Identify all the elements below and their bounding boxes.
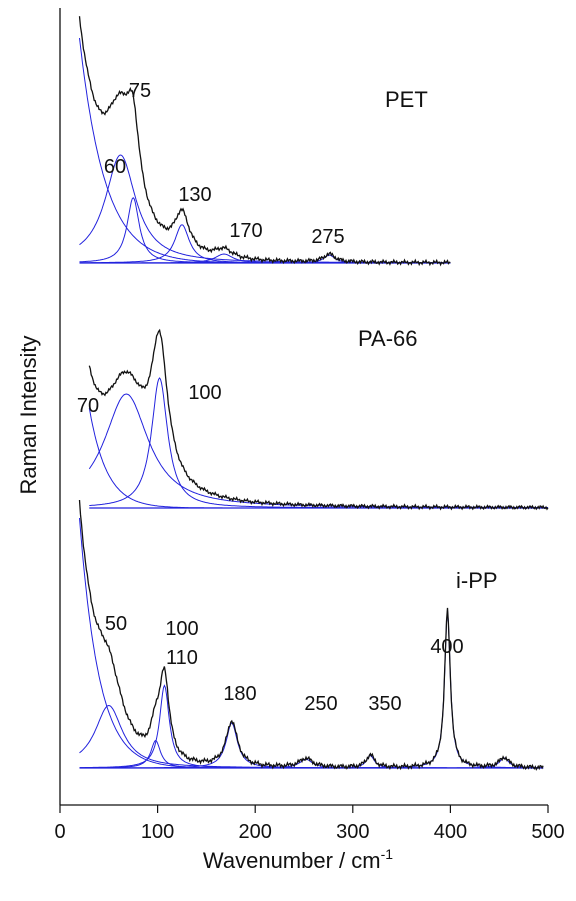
fit-peak-component <box>79 757 544 769</box>
peak-label: 70 <box>77 395 99 417</box>
measured-spectrum <box>78 16 451 267</box>
x-axis-label-superscript: -1 <box>381 846 394 862</box>
peak-label: 100 <box>188 382 221 404</box>
sample-name: i-PP <box>456 568 498 593</box>
x-tick-label: 300 <box>336 821 369 843</box>
y-axis-label: Raman Intensity <box>16 336 41 495</box>
x-tick-label: 100 <box>141 821 174 843</box>
peak-label: 75 <box>129 80 151 102</box>
x-tick-label: 400 <box>434 821 467 843</box>
fit-peak-component <box>79 154 451 264</box>
sample-name: PET <box>385 87 428 112</box>
peak-label: 110 <box>166 647 198 669</box>
peak-label: 170 <box>229 220 262 242</box>
x-ticks <box>59 805 549 813</box>
x-tick-label: 0 <box>54 821 65 843</box>
fit-decay-component <box>79 37 451 264</box>
spectra-group <box>78 16 549 771</box>
peak-label: 350 <box>368 693 401 715</box>
peak-label: 130 <box>178 184 211 206</box>
fit-decay-component <box>79 517 544 769</box>
x-tick-label: 200 <box>239 821 272 843</box>
x-axis-label-main: Wavenumber / cm <box>203 848 381 873</box>
peak-label: 50 <box>105 613 127 635</box>
x-axis-label: Wavenumber / cm-1 <box>203 846 393 873</box>
peak-label: 60 <box>104 156 126 178</box>
fit-decay-component <box>88 407 548 509</box>
sample-name: PA-66 <box>358 326 418 351</box>
fit-peak-component <box>89 377 548 509</box>
fit-peak-component <box>88 393 548 508</box>
peak-labels-group: PET 60 75 130 170 275 PA-66 70 100 i-PP 50 100 110 18… <box>77 80 498 715</box>
peak-label: 250 <box>304 693 337 715</box>
x-tick-label: 500 <box>531 821 564 843</box>
measured-spectrum <box>78 499 544 771</box>
fit-peak-component <box>79 610 544 769</box>
peak-label: 400 <box>430 636 463 658</box>
x-tick-labels: 0 100 200 300 400 500 <box>54 821 564 843</box>
peak-label: 100 <box>165 618 198 640</box>
measured-spectrum <box>88 328 549 511</box>
peak-label: 180 <box>223 683 256 705</box>
peak-label: 275 <box>311 226 344 248</box>
fit-peak-component <box>79 224 451 264</box>
fit-peak-component <box>79 197 451 264</box>
